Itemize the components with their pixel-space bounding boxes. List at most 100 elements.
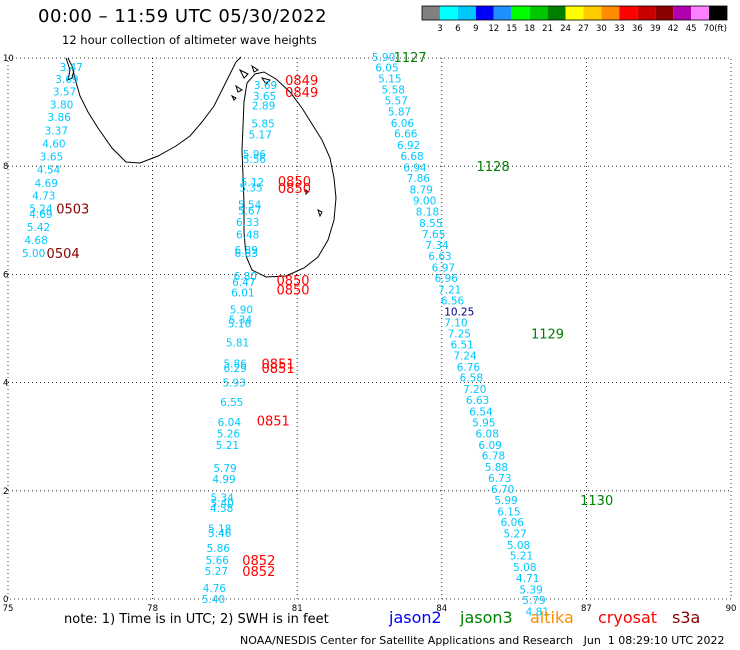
wave-height-label: 6.04 <box>218 417 242 429</box>
y-tick-label: 6 <box>3 270 8 280</box>
y-tick-label: 4 <box>3 379 8 389</box>
wave-height-label: 6.66 <box>394 129 418 141</box>
colorbar-label: 36 <box>632 24 643 34</box>
wave-height-label: 6.96 <box>435 273 459 285</box>
wave-height-label: 9.00 <box>413 195 436 207</box>
colorbar-swatch <box>422 6 440 20</box>
sri-lanka-coastline <box>241 71 337 278</box>
wave-height-label: 5.87 <box>388 107 411 119</box>
wave-height-label: 5.00 <box>22 248 45 260</box>
footer-note: note: 1) Time is in UTC; 2) SWH is in fe… <box>64 612 329 627</box>
wave-height-label: 5.81 <box>226 338 249 350</box>
wave-height-label: 6.33 <box>236 217 259 229</box>
colorbar-swatch <box>637 6 656 20</box>
wave-height-label: 5.85 <box>251 118 274 130</box>
wave-height-label: 5.54 <box>238 200 262 212</box>
wave-height-label: 3.69 <box>55 74 78 86</box>
wave-height-label: 5.46 <box>208 528 232 540</box>
wave-height-label: 5.08 <box>513 562 536 574</box>
wave-height-label: 6.58 <box>460 373 483 385</box>
y-tick-label: 0 <box>3 595 8 605</box>
wave-height-label: 4.76 <box>203 583 227 595</box>
pass-time-label: 1127 <box>394 51 427 66</box>
wave-height-label: 6.51 <box>450 340 473 352</box>
wave-height-label: 6.06 <box>501 517 525 529</box>
wave-height-label: 6.92 <box>397 140 420 152</box>
wave-height-label: 5.90 <box>230 305 253 317</box>
pass-time-label: 0852 <box>242 565 275 580</box>
wave-height-label: 5.66 <box>206 555 230 567</box>
wave-height-label: 5.40 <box>202 594 225 606</box>
page-subtitle: 12 hour collection of altimeter wave hei… <box>62 33 317 47</box>
wave-height-label: 5.58 <box>382 84 405 96</box>
colorbar-label: 15 <box>506 24 517 34</box>
wave-height-label: 6.63 <box>428 251 451 263</box>
wave-height-label: 2.89 <box>252 101 275 113</box>
wave-height-label: 3.69 <box>254 80 277 92</box>
pass-time-label: 0849 <box>285 86 318 101</box>
wave-height-label: 5.42 <box>27 222 50 234</box>
page-title: 00:00 – 11:59 UTC 05/30/2022 <box>38 6 328 27</box>
colorbar-swatch <box>565 6 584 20</box>
wave-height-label: 4.54 <box>37 164 61 176</box>
wave-height-label: 10.25 <box>444 307 474 319</box>
colorbar-swatch <box>691 6 710 20</box>
wave-height-label: 4.73 <box>32 190 55 202</box>
credit-line: NOAA/NESDIS Center for Satellite Applica… <box>240 634 725 647</box>
wave-height-label: 3.37 <box>45 125 68 137</box>
pass-time-label: 0850 <box>278 175 311 190</box>
wave-height-label: 4.99 <box>212 474 235 486</box>
colorbar-label: 3 <box>437 24 442 34</box>
colorbar-swatch <box>457 6 476 20</box>
colorbar-swatch <box>709 6 727 20</box>
colorbar-frame <box>421 5 728 21</box>
wave-height-label: 6.78 <box>482 451 505 463</box>
wave-height-label: 3.65 <box>40 151 63 163</box>
pass-time-label: 0851 <box>262 358 295 373</box>
wave-height-label: 6.09 <box>478 440 501 452</box>
wave-height-label: 5.08 <box>507 540 530 552</box>
wave-height-label: 7.25 <box>448 328 471 340</box>
wave-height-label: 7.34 <box>425 240 449 252</box>
wave-height-label: 6.97 <box>432 262 455 274</box>
wave-height-label: 6.56 <box>441 295 465 307</box>
wave-height-label: 5.99 <box>494 495 517 507</box>
wave-height-label: 3.65 <box>253 91 276 103</box>
pass-time-label: 0849 <box>285 74 318 89</box>
wave-height-label: 6.63 <box>466 395 489 407</box>
colorbar-label: 45 <box>686 24 697 34</box>
wave-height-label: 5.35 <box>239 182 262 194</box>
legend-cryosat: cryosat <box>598 608 658 627</box>
wave-height-label: 5.17 <box>249 129 272 141</box>
wave-height-label: 6.89 <box>235 245 258 257</box>
x-tick-label: 90 <box>726 604 737 614</box>
colorbar-unit: (ft) <box>714 24 727 34</box>
wave-height-label: 5.27 <box>503 529 526 541</box>
wave-height-label: 5.93 <box>222 378 245 390</box>
legend-jason3: jason3 <box>460 608 513 627</box>
colorbar-swatch <box>583 6 602 20</box>
land-outline <box>65 56 337 278</box>
wave-height-label: 6.48 <box>236 229 259 241</box>
colorbar-label: 42 <box>668 24 679 34</box>
pass-time-label: 0852 <box>242 554 275 569</box>
wave-height-label: 5.86 <box>223 359 247 371</box>
wave-height-label: 6.80 <box>234 271 257 283</box>
wave-height-label: 6.54 <box>469 406 493 418</box>
legend-jason2: jason2 <box>389 608 442 627</box>
colorbar-swatch <box>619 6 638 20</box>
colorbar-label: 12 <box>488 24 499 34</box>
pass-time-label: 0850 <box>276 274 309 289</box>
wave-height-label: 6.83 <box>235 248 258 260</box>
y-tick-label: 2 <box>3 487 8 497</box>
wave-height-label: 6.73 <box>488 473 511 485</box>
pass-time-label: 0850 <box>276 284 309 299</box>
wave-height-label: 5.26 <box>217 428 241 440</box>
colorbar-swatch <box>655 6 674 20</box>
pass-time-labels: 0503050408490849085008500850085008510851… <box>47 51 614 580</box>
legend-s3a: s3a <box>672 608 701 627</box>
y-tick-label: 10 <box>3 54 14 64</box>
wave-height-label: 6.08 <box>476 428 499 440</box>
wave-height-label: 5.90 <box>372 52 395 64</box>
